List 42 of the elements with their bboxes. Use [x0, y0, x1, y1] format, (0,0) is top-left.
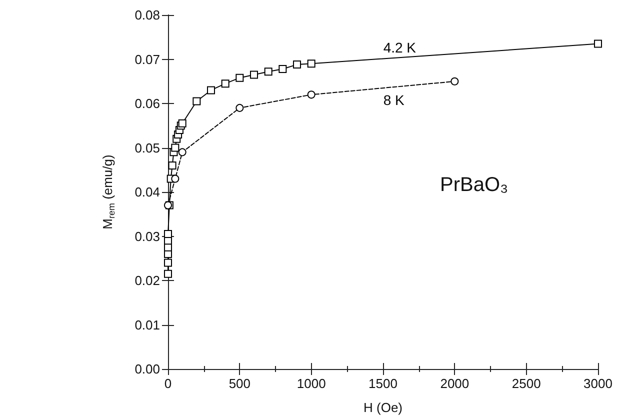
x-axis-title: H (Oe) [364, 400, 402, 415]
point [164, 230, 172, 238]
point [178, 148, 186, 156]
y-tick-label: 0.00 [134, 362, 160, 376]
point [307, 60, 316, 68]
y-tick-label: 0.08 [134, 8, 160, 22]
point [236, 104, 244, 112]
x-tick-label: 2000 [440, 376, 470, 391]
point [207, 86, 215, 94]
y-tick-label: 0.01 [134, 317, 160, 332]
x-tick-label: 500 [228, 376, 251, 391]
point [293, 60, 301, 69]
point [171, 144, 180, 152]
point [168, 161, 176, 170]
series-label: 8 K [383, 92, 406, 108]
y-axis-title: Mrem (emu/g) [100, 154, 116, 230]
x-tick-label: 0 [164, 376, 172, 391]
point [171, 174, 180, 183]
point [594, 40, 602, 48]
y-tick-label: 0.07 [134, 52, 160, 67]
point [164, 258, 172, 267]
point [178, 119, 186, 128]
point [450, 77, 459, 86]
point [192, 97, 201, 106]
point [221, 80, 230, 88]
y-tick-label: 0.04 [134, 184, 160, 200]
point [164, 270, 172, 278]
y-tick-label: 0.06 [134, 96, 160, 111]
annotation: PrBaO₃ [440, 174, 508, 196]
point [278, 64, 287, 73]
point [250, 70, 258, 79]
y-tick-label: 0.05 [134, 140, 160, 156]
y-tick-label: 0.02 [134, 273, 160, 288]
point [307, 90, 316, 99]
x-tick-label: 2500 [512, 376, 541, 391]
x-tick-label: 1000 [296, 376, 326, 391]
y-tick-label: 0.03 [134, 228, 160, 244]
point [264, 68, 272, 76]
x-tick-label: 1500 [368, 376, 398, 391]
x-tick-label: 3000 [584, 376, 612, 391]
series-label: 4.2 K [383, 40, 417, 56]
point [236, 74, 244, 82]
